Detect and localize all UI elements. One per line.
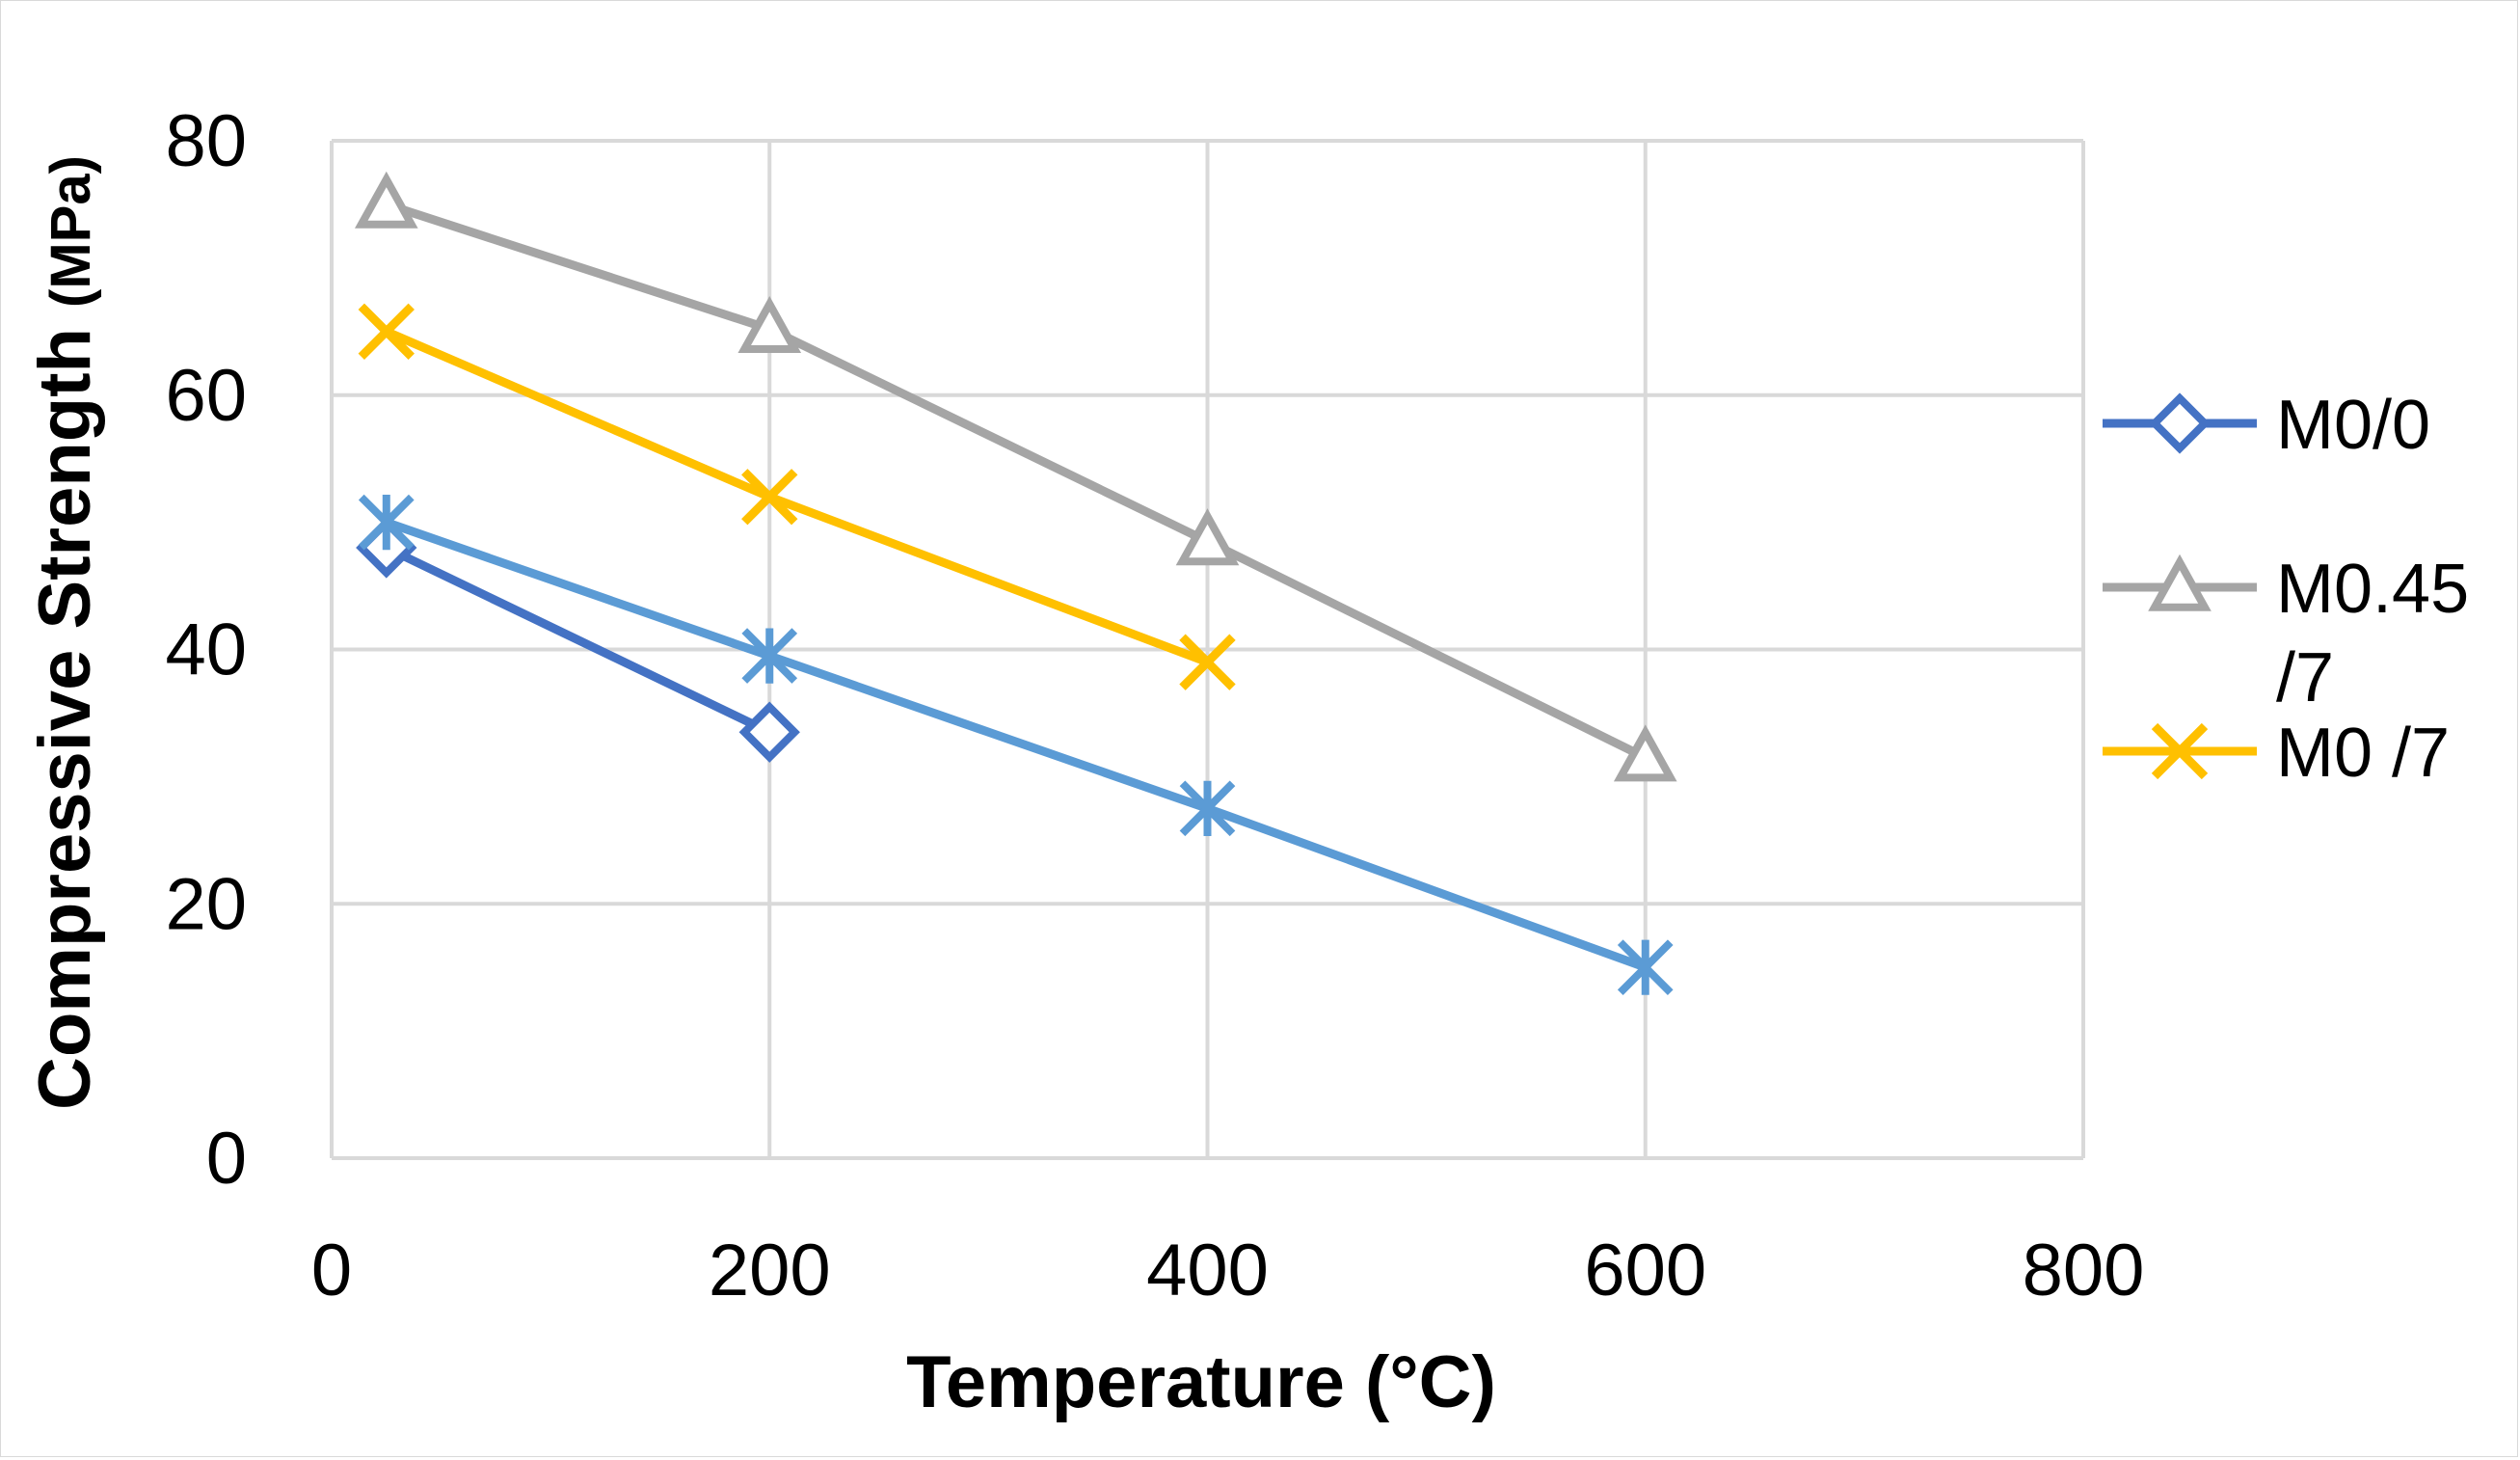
series-line bbox=[385, 200, 1648, 762]
data-point-triangle bbox=[1613, 724, 1677, 782]
x-axis-title: Temperature (°C) bbox=[906, 1341, 1496, 1423]
series-line bbox=[384, 543, 772, 737]
data-point-star bbox=[1617, 939, 1674, 996]
legend-item: M0.45/7 bbox=[2103, 551, 2469, 716]
data-point-star bbox=[741, 628, 798, 684]
legend: M0/0 M0.45/7M0 /7 bbox=[2103, 387, 2469, 792]
data-point-triangle bbox=[737, 295, 802, 353]
x-tick-label: 600 bbox=[1584, 1230, 1706, 1311]
y-tick-label: 0 bbox=[206, 1118, 247, 1200]
legend-label: /7 bbox=[2276, 639, 2334, 716]
data-point-x bbox=[2151, 722, 2209, 780]
y-axis-title-unit: (MPa) bbox=[40, 155, 102, 308]
data-point-diamond bbox=[738, 701, 800, 763]
data-point-triangle bbox=[2148, 554, 2212, 611]
legend-label: M0 /7 bbox=[2276, 715, 2450, 792]
data-point-star bbox=[358, 494, 415, 551]
legend-label: M0/0 bbox=[2276, 387, 2430, 464]
data-point-triangle bbox=[354, 171, 418, 229]
y-tick-label: 40 bbox=[165, 609, 247, 691]
x-tick-label: 800 bbox=[2023, 1230, 2145, 1311]
series-m0-45-7 bbox=[354, 171, 1677, 782]
y-tick-label: 80 bbox=[165, 100, 247, 182]
x-tick-label: 400 bbox=[1146, 1230, 1269, 1311]
series-line bbox=[385, 518, 1648, 972]
y-tick-label: 20 bbox=[165, 863, 247, 945]
y-axis-title: Compressive Strength (MPa) bbox=[24, 155, 106, 1110]
y-axis-title-main: Compressive Strength bbox=[24, 308, 106, 1110]
x-tick-label: 0 bbox=[311, 1230, 352, 1311]
legend-item: M0/0 bbox=[2103, 387, 2430, 464]
legend-label: M0.45 bbox=[2276, 551, 2469, 628]
data-point-x bbox=[1179, 634, 1236, 690]
data-point-diamond bbox=[2149, 392, 2211, 454]
x-tick-label: 200 bbox=[709, 1230, 831, 1311]
series-m0-7 bbox=[358, 303, 1236, 690]
series-layer bbox=[354, 171, 1677, 996]
data-point-star bbox=[1179, 780, 1236, 837]
series-unlabeled bbox=[358, 494, 1674, 996]
y-tick-label: 60 bbox=[165, 355, 247, 437]
data-point-triangle bbox=[1175, 508, 1240, 566]
series-line bbox=[384, 327, 1210, 666]
gridlines bbox=[330, 139, 2085, 1160]
legend-item: M0 /7 bbox=[2103, 715, 2450, 792]
data-point-x bbox=[358, 303, 415, 360]
data-point-x bbox=[741, 469, 798, 526]
